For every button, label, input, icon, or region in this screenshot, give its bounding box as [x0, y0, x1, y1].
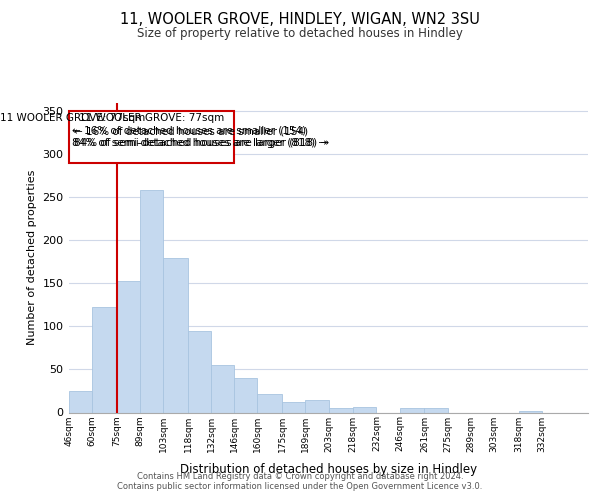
Bar	[140, 190, 163, 412]
Text: Size of property relative to detached houses in Hindley: Size of property relative to detached ho…	[137, 28, 463, 40]
Bar	[163, 258, 188, 412]
Bar	[353, 408, 376, 412]
Bar	[92, 308, 117, 412]
Text: 11, WOOLER GROVE, HINDLEY, WIGAN, WN2 3SU: 11, WOOLER GROVE, HINDLEY, WIGAN, WN2 3S…	[120, 12, 480, 28]
Bar	[69, 391, 92, 412]
FancyBboxPatch shape	[69, 111, 234, 163]
Text: 11 WOOLER GROVE: 77sqm: 11 WOOLER GROVE: 77sqm	[0, 114, 145, 124]
Text: 84% of semi-detached houses are larger (818) →: 84% of semi-detached houses are larger (…	[73, 138, 328, 147]
Bar	[257, 394, 282, 412]
Text: ← 16% of detached houses are smaller (154): ← 16% of detached houses are smaller (15…	[74, 126, 308, 136]
Text: 84% of semi-detached houses are larger (818) →: 84% of semi-detached houses are larger (…	[74, 138, 329, 148]
Bar	[188, 330, 211, 412]
Bar	[329, 408, 353, 412]
Bar	[234, 378, 257, 412]
Text: Contains HM Land Registry data © Crown copyright and database right 2024.: Contains HM Land Registry data © Crown c…	[137, 472, 463, 481]
Text: Contains public sector information licensed under the Open Government Licence v3: Contains public sector information licen…	[118, 482, 482, 491]
Bar	[305, 400, 329, 412]
Text: ← 16% of detached houses are smaller (154): ← 16% of detached houses are smaller (15…	[73, 126, 307, 136]
Text: 11 WOOLER GROVE: 77sqm: 11 WOOLER GROVE: 77sqm	[79, 114, 224, 124]
Bar	[117, 281, 140, 412]
X-axis label: Distribution of detached houses by size in Hindley: Distribution of detached houses by size …	[180, 463, 477, 476]
Y-axis label: Number of detached properties: Number of detached properties	[27, 170, 37, 345]
Bar	[282, 402, 305, 412]
Bar	[400, 408, 424, 412]
Bar	[518, 411, 542, 412]
Bar	[211, 365, 234, 412]
Bar	[424, 408, 448, 412]
